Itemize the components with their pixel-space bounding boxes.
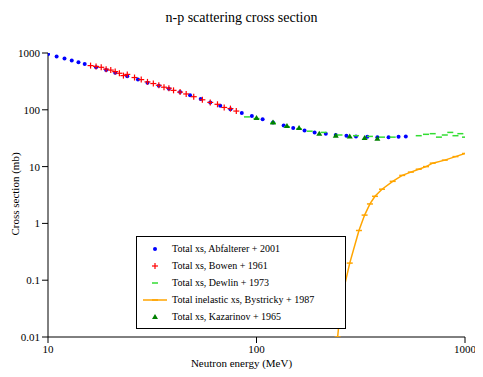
svg-text:0.1: 0.1 (26, 274, 40, 286)
svg-text:10: 10 (43, 343, 55, 355)
html-text:Total xs, Abfalterer + 2001: Total xs, Abfalterer + 2001 (172, 243, 280, 254)
html-text:Neutron energy (MeV): Neutron energy (MeV) (190, 357, 293, 369)
svg-text:0.01: 0.01 (21, 331, 40, 343)
svg-text:1: 1 (35, 217, 41, 229)
svg-text:100: 100 (24, 104, 41, 116)
html-text:n-p scattering cross section: n-p scattering cross section (165, 10, 318, 25)
html-text:Total xs, Dewlin + 1973: Total xs, Dewlin + 1973 (172, 277, 269, 288)
html-text:Cross section (mb): Cross section (mb) (9, 152, 21, 236)
html-text:Total xs, Bowen + 1961: Total xs, Bowen + 1961 (172, 260, 268, 271)
svg-text:10: 10 (29, 161, 41, 173)
html-text:Total xs, Kazarinov + 1965: Total xs, Kazarinov + 1965 (172, 311, 282, 322)
svg-text:1000: 1000 (18, 47, 41, 59)
svg-text:1000: 1000 (454, 343, 475, 355)
svg-text:100: 100 (248, 343, 265, 355)
html-text:Total inelastic xs, Bystricky: Total inelastic xs, Bystricky + 1987 (172, 294, 315, 305)
